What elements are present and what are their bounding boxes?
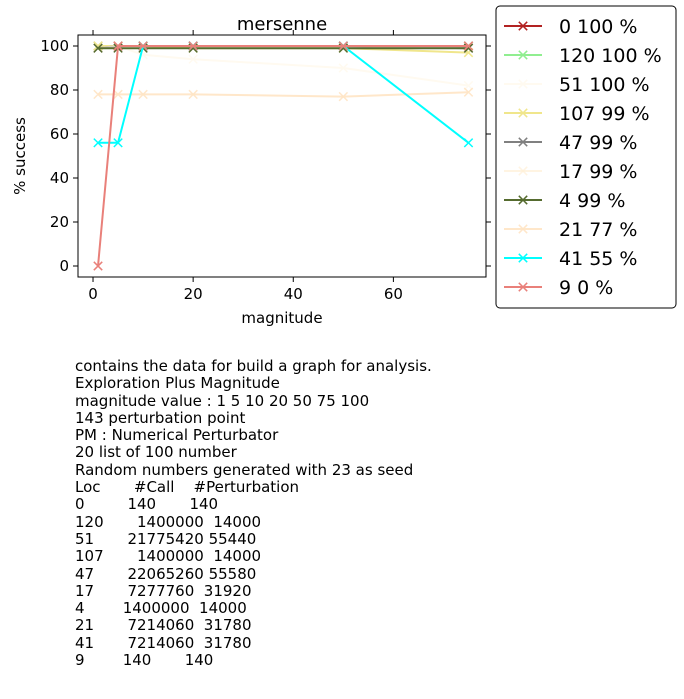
legend-item: 51 100 %: [504, 74, 650, 96]
data-point: [338, 63, 349, 73]
plot-frame: [77, 34, 487, 278]
legend-item: 17 99 %: [504, 161, 638, 183]
legend-item: 107 99 %: [504, 103, 650, 125]
legend-label: 41 55 %: [559, 248, 638, 270]
data-point: [338, 91, 349, 102]
data-point: [138, 89, 148, 100]
legend-item: 4 99 %: [504, 190, 625, 212]
notes-line: 120 1400000 14000: [75, 512, 262, 531]
legend-swatch-marker: [518, 50, 528, 60]
series-line: [98, 45, 469, 87]
notes-line: 21 7214060 31780: [75, 616, 252, 635]
legend-swatch-marker: [518, 166, 528, 176]
notes-line: 107 1400000 14000: [75, 547, 262, 566]
legend-label: 21 77 %: [559, 219, 638, 241]
series-7: [93, 87, 474, 102]
legend-item: 21 77 %: [504, 219, 638, 241]
notes-line: 0 140 140: [75, 495, 219, 514]
chart-title: mersenne: [237, 14, 327, 35]
notes-line: 4 1400000 14000: [75, 599, 247, 618]
legend-label: 17 99 %: [559, 161, 638, 183]
data-point: [188, 41, 198, 51]
legend-item: 0 100 %: [504, 16, 638, 38]
analysis-notes: contains the data for build a graph for …: [75, 357, 432, 670]
notes-line: magnitude value : 1 5 10 20 50 75 100: [75, 391, 370, 410]
data-point: [338, 41, 349, 51]
x-axis-label: magnitude: [241, 309, 322, 327]
legend-swatch-marker: [518, 282, 528, 292]
legend-swatch-marker: [518, 79, 528, 89]
x-tick-label: 0: [88, 285, 98, 303]
legend-swatch-marker: [518, 21, 528, 31]
legend-label: 120 100 %: [559, 45, 662, 67]
x-tick-label: 40: [284, 285, 303, 303]
data-point: [188, 54, 198, 64]
legend-swatch-marker: [518, 108, 528, 118]
y-tick-label: 20: [50, 213, 69, 231]
legend-label: 107 99 %: [559, 103, 650, 125]
notes-line: 17 7277760 31920: [75, 581, 252, 600]
y-tick-label: 80: [50, 81, 69, 99]
notes-line: contains the data for build a graph for …: [75, 357, 432, 375]
legend-swatch-marker: [518, 137, 528, 147]
data-point: [93, 261, 103, 271]
legend-label: 0 100 %: [559, 16, 638, 38]
legend-item: 9 0 %: [504, 277, 613, 299]
y-tick-label: 100: [40, 37, 69, 55]
data-point: [113, 89, 123, 100]
series-line: [98, 91, 469, 98]
series-9: [93, 41, 474, 271]
legend-label: 9 0 %: [559, 277, 613, 299]
data-point: [138, 41, 148, 51]
legend-item: 41 55 %: [504, 248, 638, 270]
notes-line: 41 7214060 31780: [75, 633, 252, 652]
notes-line: Loc #Call #Perturbation: [75, 478, 300, 497]
notes-line: 9 140 140: [75, 651, 214, 670]
series-layer: [93, 41, 474, 271]
legend-swatch-marker: [518, 195, 528, 205]
notes-line: 51 21775420 55440: [75, 529, 257, 548]
data-point: [188, 89, 198, 100]
y-axis-label: % success: [11, 117, 29, 195]
legend-swatch-marker: [518, 224, 528, 234]
data-point: [93, 89, 103, 100]
legend-box: [495, 5, 677, 309]
notes-line: Random numbers generated with 23 as seed: [75, 460, 414, 479]
notes-line: Exploration Plus Magnitude: [75, 374, 280, 393]
notes-line: 143 perturbation point: [75, 408, 246, 427]
legend-label: 4 99 %: [559, 190, 625, 212]
data-point: [463, 87, 474, 97]
data-point: [93, 138, 103, 148]
y-tick-label: 0: [59, 257, 69, 275]
legend-label: 51 100 %: [559, 74, 650, 96]
y-axis-ticks: 0 20 40 60 80 100: [40, 37, 491, 275]
legend-item: 47 99 %: [504, 132, 638, 154]
y-tick-label: 40: [50, 169, 69, 187]
legend-label: 47 99 %: [559, 132, 638, 154]
data-point: [463, 138, 474, 148]
x-tick-label: 60: [384, 285, 403, 303]
x-tick-label: 20: [184, 285, 203, 303]
data-point: [93, 43, 103, 53]
data-point: [113, 41, 123, 51]
series-line: [97, 45, 469, 267]
notes-line: 47 22065260 55580: [75, 564, 257, 583]
notes-line: 20 list of 100 number: [75, 443, 237, 462]
data-point: [113, 138, 123, 148]
y-tick-label: 60: [50, 125, 69, 143]
x-axis-ticks: 0 20 40 60: [88, 30, 403, 303]
legend: 0 100 % 120 100 % 51 100 % 107 99 % 47 99 % 1…: [495, 5, 677, 309]
data-point: [463, 41, 474, 51]
legend-item: 120 100 %: [504, 45, 662, 67]
legend-swatch-marker: [518, 253, 528, 263]
notes-line: PM : Numerical Perturbator: [75, 426, 279, 445]
